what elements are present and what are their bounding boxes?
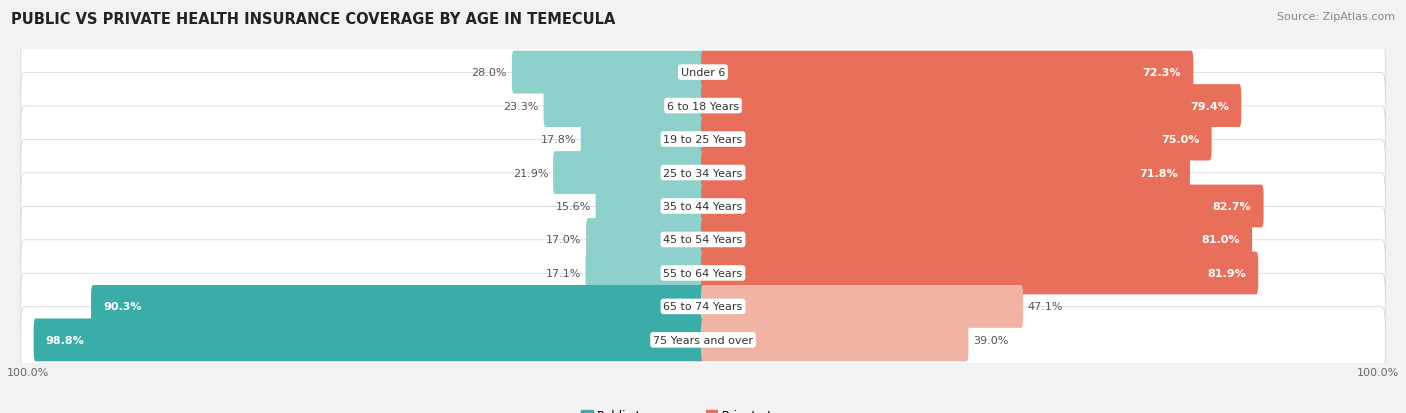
FancyBboxPatch shape [702,52,1194,94]
FancyBboxPatch shape [702,85,1241,128]
FancyBboxPatch shape [702,285,1024,328]
Text: 90.3%: 90.3% [103,301,142,312]
FancyBboxPatch shape [702,218,1253,261]
FancyBboxPatch shape [21,107,1385,173]
Text: 23.3%: 23.3% [503,101,538,112]
FancyBboxPatch shape [21,240,1385,306]
Text: 81.0%: 81.0% [1202,235,1240,245]
Text: 79.4%: 79.4% [1191,101,1229,112]
FancyBboxPatch shape [21,40,1385,106]
Legend: Public Insurance, Private Insurance: Public Insurance, Private Insurance [576,404,830,413]
FancyBboxPatch shape [21,140,1385,206]
FancyBboxPatch shape [544,85,704,128]
FancyBboxPatch shape [702,319,969,361]
Text: 45 to 54 Years: 45 to 54 Years [664,235,742,245]
Text: 75.0%: 75.0% [1161,135,1199,145]
Text: 21.9%: 21.9% [513,168,548,178]
Text: 6 to 18 Years: 6 to 18 Years [666,101,740,112]
FancyBboxPatch shape [702,252,1258,294]
FancyBboxPatch shape [702,185,1264,228]
Text: 25 to 34 Years: 25 to 34 Years [664,168,742,178]
Text: 98.8%: 98.8% [46,335,84,345]
FancyBboxPatch shape [581,119,704,161]
FancyBboxPatch shape [21,73,1385,139]
Text: Source: ZipAtlas.com: Source: ZipAtlas.com [1277,12,1395,22]
Text: 82.7%: 82.7% [1213,202,1251,211]
Text: 65 to 74 Years: 65 to 74 Years [664,301,742,312]
Text: 17.1%: 17.1% [546,268,581,278]
FancyBboxPatch shape [702,119,1212,161]
Text: Under 6: Under 6 [681,68,725,78]
FancyBboxPatch shape [21,274,1385,340]
FancyBboxPatch shape [21,207,1385,273]
FancyBboxPatch shape [702,152,1189,195]
FancyBboxPatch shape [34,319,704,361]
Text: 72.3%: 72.3% [1143,68,1181,78]
FancyBboxPatch shape [512,52,704,94]
Text: 19 to 25 Years: 19 to 25 Years [664,135,742,145]
FancyBboxPatch shape [21,173,1385,240]
FancyBboxPatch shape [21,307,1385,373]
FancyBboxPatch shape [553,152,704,195]
Text: 35 to 44 Years: 35 to 44 Years [664,202,742,211]
Text: 39.0%: 39.0% [973,335,1008,345]
Text: 75 Years and over: 75 Years and over [652,335,754,345]
FancyBboxPatch shape [596,185,704,228]
FancyBboxPatch shape [91,285,704,328]
Text: 55 to 64 Years: 55 to 64 Years [664,268,742,278]
Text: PUBLIC VS PRIVATE HEALTH INSURANCE COVERAGE BY AGE IN TEMECULA: PUBLIC VS PRIVATE HEALTH INSURANCE COVER… [11,12,616,27]
Text: 15.6%: 15.6% [555,202,591,211]
Text: 71.8%: 71.8% [1139,168,1178,178]
Text: 17.0%: 17.0% [546,235,582,245]
FancyBboxPatch shape [586,218,704,261]
Text: 17.8%: 17.8% [540,135,576,145]
Text: 47.1%: 47.1% [1028,301,1063,312]
Text: 81.9%: 81.9% [1208,268,1246,278]
FancyBboxPatch shape [585,252,704,294]
Text: 28.0%: 28.0% [471,68,508,78]
